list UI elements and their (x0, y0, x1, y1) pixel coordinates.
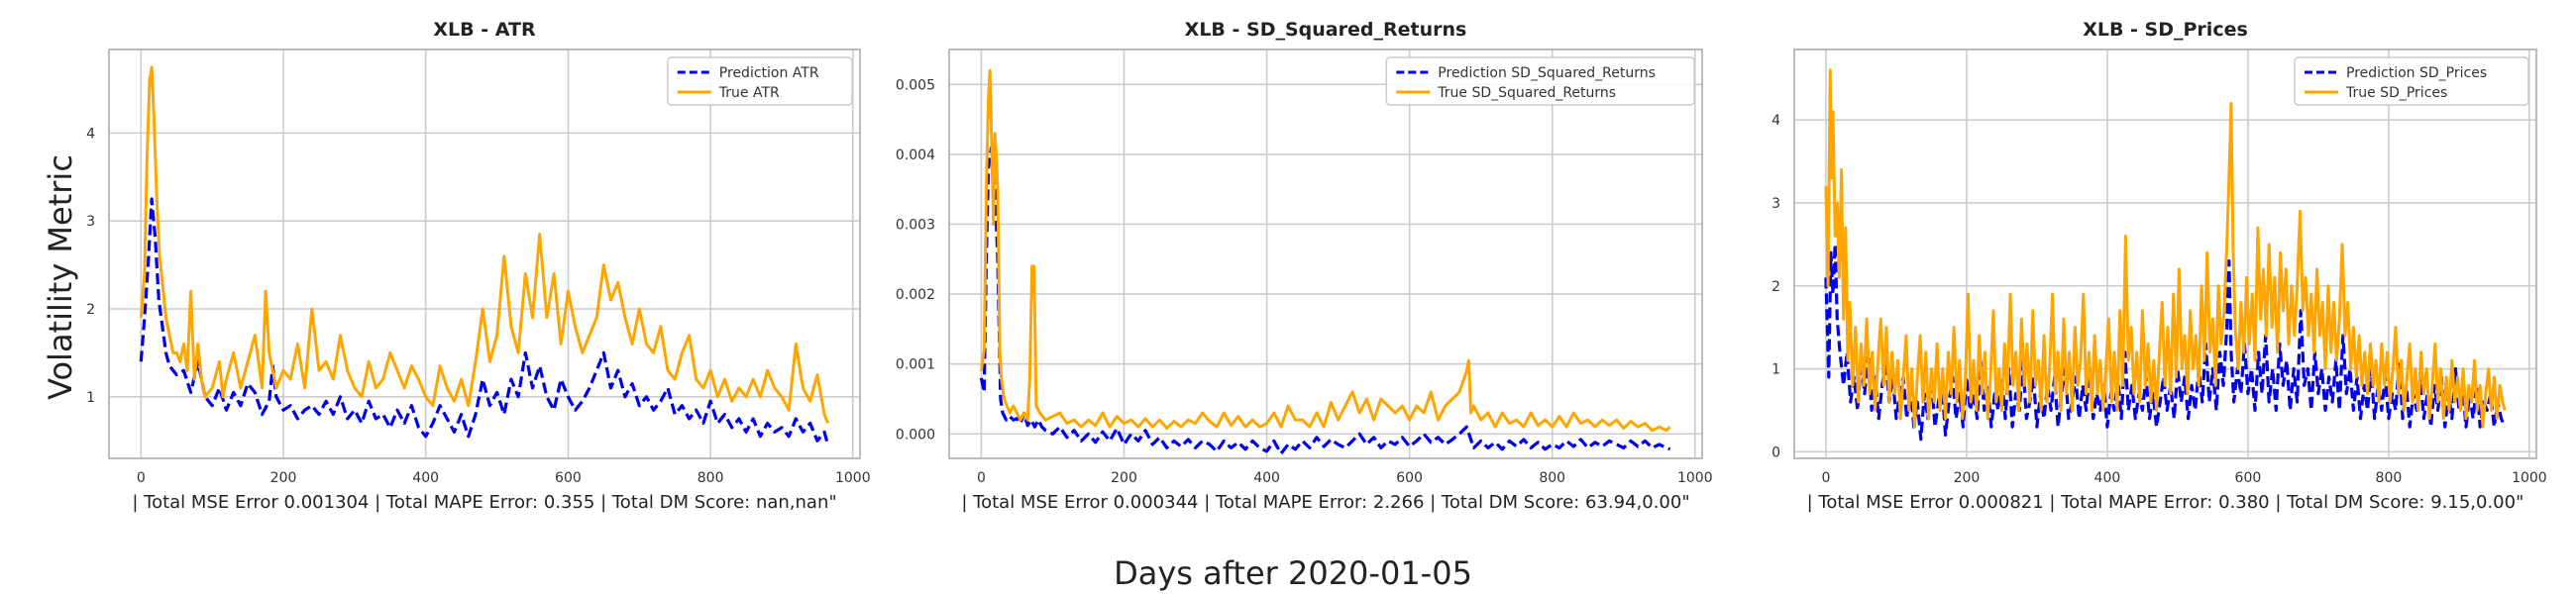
x-tick-label: 600 (555, 470, 582, 486)
x-tick-label: 600 (1396, 470, 1423, 486)
chart-panel-1: 0 200 400 600 800 1000 1 2 3 4 XLB - ATR | Total MS… (86, 19, 871, 513)
chart-panel-2: 0 200 400 600 800 1000 0.000 0.001 0.002 0.003 0.0… (896, 19, 1713, 513)
x-tick-label: 400 (1253, 470, 1280, 486)
chart-title: XLB - ATR (433, 19, 536, 41)
legend-label: Prediction SD_Squared_Returns (1438, 65, 1656, 81)
x-tick-label: 0 (137, 470, 146, 486)
y-tick-label: 4 (1771, 113, 1780, 129)
y-tick-label: 0.000 (896, 427, 935, 443)
y-tick-label: 2 (1771, 279, 1780, 295)
legend-label: Prediction ATR (719, 65, 819, 81)
y-tick-label: 0.004 (896, 148, 935, 163)
y-tick-label: 4 (86, 126, 95, 142)
y-tick-label: 0 (1771, 445, 1780, 460)
legend: Prediction SD_Prices True SD_Prices (2294, 56, 2529, 106)
legend-label: True SD_Prices (2345, 85, 2447, 101)
series-line (979, 146, 1671, 455)
series-line (1824, 243, 2507, 442)
x-tick-label: 1000 (835, 470, 871, 486)
figure-ylabel: Volatility Metric (42, 154, 79, 400)
legend: Prediction SD_Squared_Returns True SD_Squ… (1385, 56, 1695, 106)
x-tick-label: 600 (2235, 470, 2262, 486)
y-tick-label: 1 (86, 390, 95, 406)
series-line (979, 68, 1671, 433)
figure-xlabel: Days after 2020-01-05 (1114, 554, 1472, 592)
legend-label: True ATR (718, 85, 780, 101)
x-tick-label: 200 (1111, 470, 1137, 486)
chart-panel-3: 0 200 400 600 800 1000 0 1 2 3 4 XLB - SD_Prices | T… (1771, 19, 2547, 513)
chart-subtitle: | Total MSE Error 0.000821 | Total MAPE … (1807, 492, 2524, 513)
legend-label: Prediction SD_Prices (2346, 65, 2487, 81)
chart-subtitle: | Total MSE Error 0.000344 | Total MAPE … (961, 492, 1689, 513)
y-tick-label: 0.003 (896, 217, 935, 233)
y-tick-label: 0.002 (896, 287, 935, 303)
y-tick-label: 0.005 (896, 77, 935, 93)
series-line (1824, 68, 2507, 429)
x-tick-label: 200 (1954, 470, 1981, 486)
x-tick-label: 1000 (2512, 470, 2547, 486)
legend-label: True SD_Squared_Returns (1437, 85, 1616, 101)
legend: Prediction ATR True ATR (667, 56, 853, 106)
plot-frame (108, 49, 861, 459)
y-tick-label: 1 (1771, 362, 1780, 378)
plot-frame (948, 49, 1703, 459)
x-tick-label: 1000 (1677, 470, 1713, 486)
x-tick-label: 800 (2376, 470, 2403, 486)
x-tick-label: 800 (698, 470, 724, 486)
y-tick-label: 0.001 (896, 357, 935, 373)
chart-title: XLB - SD_Prices (2083, 19, 2248, 41)
x-tick-label: 200 (270, 470, 297, 486)
x-tick-label: 400 (412, 470, 439, 486)
legend-box (1385, 56, 1695, 106)
legend-box (667, 56, 853, 106)
x-tick-label: 800 (1539, 470, 1565, 486)
x-tick-label: 0 (1821, 470, 1830, 486)
series-line (139, 197, 830, 446)
chart-title: XLB - SD_Squared_Returns (1185, 19, 1467, 41)
y-tick-label: 3 (86, 214, 95, 230)
plot-frame (1793, 49, 2537, 459)
y-tick-label: 2 (86, 302, 95, 318)
chart-subtitle: | Total MSE Error 0.001304 | Total MAPE … (132, 492, 836, 513)
x-tick-label: 0 (977, 470, 986, 486)
series-line (139, 65, 830, 425)
x-tick-label: 400 (2094, 470, 2121, 486)
legend-box (2294, 56, 2529, 106)
y-tick-label: 3 (1771, 196, 1780, 212)
plot-area (949, 50, 1702, 458)
